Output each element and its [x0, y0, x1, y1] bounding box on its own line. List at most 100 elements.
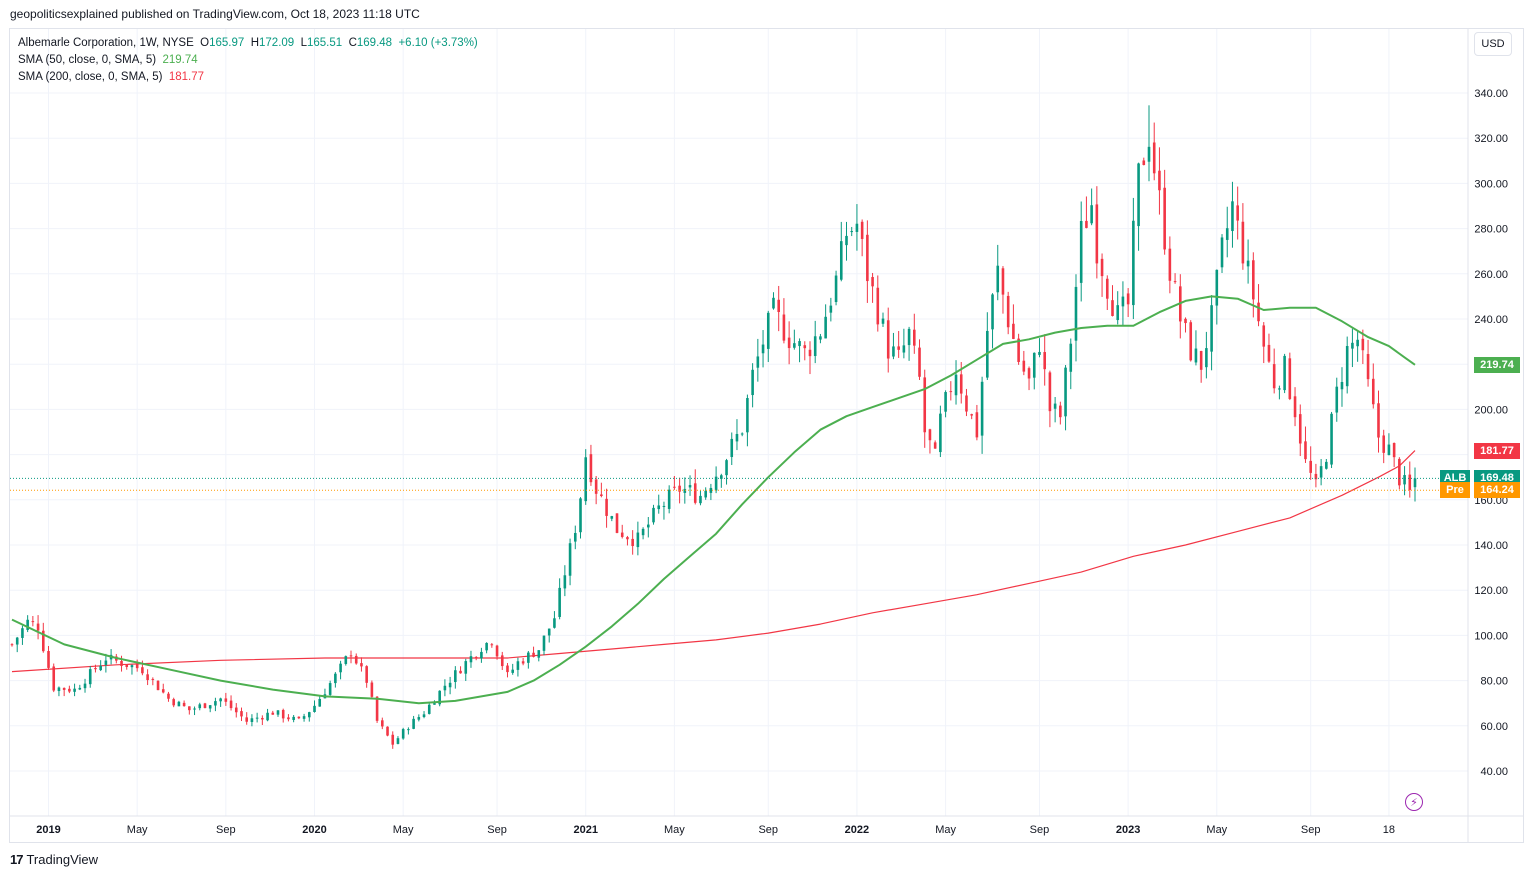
candle-body — [720, 475, 723, 479]
candle-body — [965, 395, 968, 412]
sma200-layer — [11, 450, 1416, 673]
candle-body — [730, 438, 734, 458]
candle-body — [161, 689, 165, 693]
candle-body — [699, 495, 702, 504]
candle-body — [1231, 201, 1234, 232]
candle-body — [1199, 350, 1203, 370]
candle-body — [141, 667, 144, 674]
candle-body — [1408, 474, 1412, 490]
candle-body — [360, 663, 363, 667]
candle-body — [1220, 237, 1224, 268]
x-tick-label: Sep — [758, 824, 778, 836]
candle-body — [339, 663, 342, 673]
candle-body — [240, 711, 243, 717]
candle-body — [886, 320, 890, 359]
candle-body — [761, 344, 765, 354]
candle-body — [866, 234, 869, 282]
candle-body — [188, 706, 191, 711]
candle-body — [636, 532, 640, 548]
candle-body — [1027, 368, 1031, 379]
candle-body — [970, 414, 973, 416]
x-tick-label: 2020 — [302, 824, 326, 836]
candle-body — [88, 669, 92, 685]
x-tick-label: 2023 — [1116, 824, 1140, 836]
candle-body — [1371, 378, 1375, 405]
candle-body — [860, 221, 864, 239]
sma50-badge-value: 219.74 — [1480, 358, 1514, 371]
candle-body — [1001, 268, 1005, 295]
premarket-price-value: 164.24 — [1480, 484, 1514, 497]
legend-sma50-row[interactable]: SMA (50, close, 0, SMA, 5) 219.74 — [18, 52, 478, 69]
high-value: 172.09 — [259, 37, 295, 49]
candle-body — [709, 487, 713, 493]
candle-body — [261, 717, 264, 720]
candle-body — [923, 377, 927, 433]
candle-body — [532, 652, 535, 657]
candle-body — [657, 505, 661, 510]
candle-body — [318, 698, 322, 707]
x-tick-label: 18 — [1383, 824, 1395, 836]
candle-body — [589, 454, 593, 483]
candle-body — [782, 314, 786, 341]
candle-body — [631, 538, 634, 547]
candle-body — [1043, 352, 1046, 370]
candle-body — [553, 618, 556, 628]
open-value: 165.97 — [209, 37, 245, 49]
candle-body — [1246, 260, 1250, 267]
candle-body — [313, 705, 316, 712]
candle-body — [1012, 323, 1015, 339]
candle-body — [803, 345, 807, 349]
candle-body — [1293, 396, 1297, 418]
candle-body — [281, 709, 285, 719]
candle-layer — [10, 105, 1417, 749]
candle-body — [1074, 286, 1078, 341]
candle-body — [996, 265, 1000, 293]
candle-body — [500, 655, 504, 667]
candle-body — [1022, 360, 1026, 372]
candle-body — [469, 656, 473, 663]
candle-body — [1158, 170, 1161, 191]
candle-body — [120, 660, 123, 666]
candle-body — [1241, 221, 1245, 264]
candle-body — [302, 716, 306, 719]
candle-body — [506, 665, 509, 673]
legend-symbol-row[interactable]: Albemarle Corporation, 1W, NYSE O165.97 … — [18, 35, 478, 52]
candle-body — [542, 635, 546, 651]
candle-body — [991, 294, 994, 330]
candle-body — [1069, 343, 1073, 372]
candle-body — [266, 712, 269, 721]
candle-body — [1038, 351, 1041, 355]
y-tick-label: 320.00 — [1474, 133, 1508, 145]
candle-body — [1345, 345, 1349, 387]
candle-body — [568, 543, 572, 576]
candle-body — [1111, 300, 1114, 316]
sma200-label: SMA (200, close, 0, SMA, 5) — [18, 71, 163, 83]
premarket-price-badge: 164.24 — [1474, 482, 1520, 499]
legend-sma200-row[interactable]: SMA (200, close, 0, SMA, 5) 181.77 — [18, 69, 478, 86]
candle-body — [219, 698, 222, 702]
currency-button[interactable]: USD — [1474, 32, 1512, 56]
candle-body — [459, 670, 462, 674]
candle-body — [1319, 466, 1323, 478]
candle-body — [527, 652, 530, 663]
candle-body — [485, 642, 488, 651]
candle-body — [798, 341, 801, 347]
x-tick-label: May — [1206, 824, 1227, 836]
candle-body — [328, 683, 332, 695]
y-tick-label: 260.00 — [1474, 269, 1508, 281]
candle-body — [600, 494, 603, 497]
footer-brand[interactable]: 17 TradingView — [10, 852, 98, 867]
candle-body — [344, 656, 348, 664]
candle-body — [1403, 475, 1406, 485]
low-value: 165.51 — [307, 37, 343, 49]
candle-body — [135, 663, 139, 669]
sma200-value: 181.77 — [168, 71, 205, 83]
candle-body — [1335, 386, 1339, 413]
candle-body — [1032, 352, 1036, 378]
last-price-value: 169.48 — [1480, 472, 1514, 485]
candle-body — [464, 661, 468, 674]
candle-body — [1340, 382, 1344, 390]
candle-body — [746, 398, 749, 433]
lightning-icon[interactable]: ⚡ — [1405, 793, 1423, 811]
